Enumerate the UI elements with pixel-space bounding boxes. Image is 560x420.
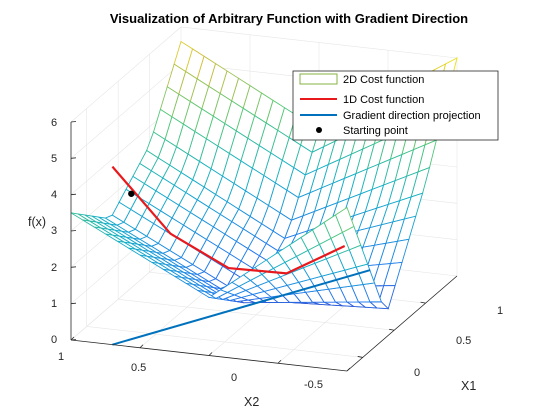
- z-tick-label: 1: [51, 298, 57, 310]
- curve-layer: [111, 165, 371, 346]
- x1-axis-label: X1: [461, 379, 476, 393]
- legend-swatch-starting-point: [316, 127, 322, 133]
- x1-tick-label: 0.5: [456, 335, 471, 347]
- x2-tick-label: 1: [58, 351, 64, 363]
- legend-entry-label: Gradient direction projection: [343, 110, 481, 122]
- x2-tick-label: -0.5: [304, 379, 323, 391]
- x2-tick-label: 0: [231, 372, 237, 384]
- x1-tick-mark: [420, 301, 426, 304]
- z-axis-label: f(x): [28, 215, 46, 229]
- z-ticks: 0 1 2 3 4 5 6: [51, 117, 57, 346]
- grid-line: [118, 298, 395, 331]
- x2-tick-mark: [277, 359, 282, 364]
- x2-tick-mark: [208, 352, 213, 356]
- x1-ticks: 0 0.5 1: [414, 305, 503, 379]
- z-tick-label: 5: [51, 153, 57, 165]
- x1-tick-mark: [389, 328, 395, 331]
- x1-tick-label: 0: [414, 367, 420, 379]
- z-tick-mark: [70, 193, 77, 196]
- one-d-cost-curve: [111, 165, 346, 275]
- z-tick-label: 4: [51, 189, 57, 201]
- legend-entry-label: 2D Cost function: [343, 74, 424, 86]
- z-tick-mark: [70, 266, 77, 268]
- x1-axis-line: [346, 275, 458, 372]
- z-tick-label: 6: [51, 117, 57, 129]
- legend: 2D Cost function 1D Cost function Gradie…: [292, 70, 499, 141]
- z-tick-label: 2: [51, 262, 57, 274]
- gradient-projection-line: [112, 269, 371, 346]
- z-tick-mark: [70, 121, 77, 123]
- z-tick-label: 0: [51, 334, 57, 346]
- z-tick-label: 3: [51, 225, 57, 237]
- grid-line: [86, 326, 363, 358]
- x2-tick-label: 0.5: [131, 362, 146, 374]
- surface-patch: [70, 212, 90, 222]
- z-tick-mark: [70, 230, 77, 232]
- x2-axis-label: X2: [244, 395, 259, 409]
- starting-point-marker: [128, 190, 135, 197]
- x1-tick-label: 1: [497, 305, 503, 317]
- x2-tick-mark: [70, 336, 75, 341]
- x2-ticks: 1 0.5 0 -0.5: [58, 351, 323, 391]
- z-tick-mark: [70, 157, 77, 159]
- z-tick-mark: [70, 302, 77, 305]
- legend-entry-label: Starting point: [343, 125, 408, 137]
- chart-title: Visualization of Arbitrary Function with…: [110, 11, 468, 26]
- x1-tick-mark: [357, 356, 363, 358]
- legend-entry-label: 1D Cost function: [343, 94, 424, 106]
- axis-layer: [70, 121, 458, 372]
- x2-tick-mark: [139, 344, 144, 349]
- legend-swatch-surface: [299, 73, 338, 85]
